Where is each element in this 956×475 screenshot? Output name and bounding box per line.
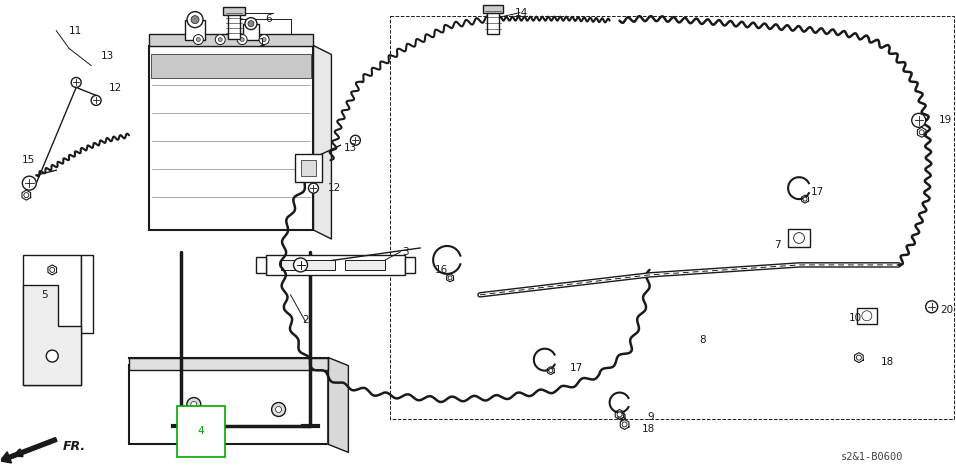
Circle shape — [24, 193, 29, 198]
Text: 11: 11 — [69, 26, 82, 36]
Circle shape — [193, 35, 204, 45]
Text: 19: 19 — [939, 115, 952, 125]
Text: 16: 16 — [435, 265, 448, 275]
Text: 20: 20 — [941, 305, 954, 315]
Circle shape — [215, 35, 226, 45]
Text: 18: 18 — [880, 357, 894, 367]
Text: FR.: FR. — [63, 440, 86, 453]
Circle shape — [186, 398, 201, 411]
Bar — [857, 308, 877, 324]
Circle shape — [272, 402, 286, 417]
Bar — [345, 260, 385, 270]
Bar — [129, 365, 329, 445]
Bar — [294, 154, 322, 182]
Text: 2: 2 — [302, 315, 309, 325]
Circle shape — [857, 355, 861, 360]
Bar — [255, 257, 266, 273]
Text: 17: 17 — [811, 187, 824, 197]
Text: 12: 12 — [328, 183, 340, 193]
Polygon shape — [314, 46, 332, 239]
Text: 5: 5 — [41, 290, 48, 300]
Circle shape — [351, 135, 360, 145]
Text: 13: 13 — [101, 50, 115, 60]
Polygon shape — [329, 358, 348, 452]
Bar — [280, 260, 336, 270]
Bar — [487, 6, 499, 34]
Circle shape — [862, 311, 872, 321]
Text: 17: 17 — [570, 362, 583, 372]
Text: s2&1-B0600: s2&1-B0600 — [840, 452, 903, 462]
Text: 13: 13 — [343, 143, 357, 153]
Polygon shape — [23, 285, 81, 385]
Circle shape — [91, 95, 101, 105]
Circle shape — [240, 38, 244, 42]
Bar — [129, 358, 329, 370]
Bar — [223, 7, 245, 15]
Circle shape — [793, 233, 804, 243]
FancyArrow shape — [0, 437, 57, 463]
Circle shape — [925, 301, 938, 313]
Bar — [149, 34, 314, 46]
Circle shape — [309, 183, 318, 193]
Circle shape — [275, 407, 282, 412]
Bar — [788, 229, 810, 247]
Text: 9: 9 — [647, 412, 654, 422]
Circle shape — [187, 12, 203, 28]
Circle shape — [622, 422, 627, 427]
Circle shape — [50, 267, 54, 272]
Circle shape — [259, 35, 269, 45]
Text: 3: 3 — [402, 247, 409, 257]
Circle shape — [245, 18, 257, 29]
Bar — [243, 24, 259, 39]
Text: 18: 18 — [641, 425, 655, 435]
Bar — [23, 255, 81, 385]
Circle shape — [71, 77, 81, 87]
Circle shape — [617, 412, 622, 417]
Circle shape — [196, 38, 201, 42]
Bar — [266, 255, 405, 275]
Circle shape — [293, 258, 308, 272]
Circle shape — [237, 35, 248, 45]
Text: 7: 7 — [774, 240, 781, 250]
Bar — [149, 46, 314, 230]
Circle shape — [549, 369, 553, 372]
Bar — [81, 255, 93, 332]
Circle shape — [448, 276, 452, 280]
Text: 4: 4 — [198, 427, 205, 437]
Circle shape — [218, 38, 222, 42]
Text: 14: 14 — [515, 8, 528, 18]
Circle shape — [22, 176, 36, 190]
Text: 6: 6 — [266, 14, 272, 24]
Circle shape — [803, 197, 807, 201]
Text: 10: 10 — [849, 313, 862, 323]
Circle shape — [46, 350, 58, 362]
Bar — [151, 54, 312, 78]
Circle shape — [262, 38, 266, 42]
Bar — [185, 19, 205, 39]
Bar — [300, 160, 316, 176]
Circle shape — [619, 415, 623, 418]
Text: 8: 8 — [700, 335, 706, 345]
Circle shape — [248, 20, 254, 27]
Text: 15: 15 — [21, 155, 34, 165]
Text: 12: 12 — [109, 84, 122, 94]
Bar — [483, 5, 503, 13]
Bar — [405, 257, 415, 273]
Circle shape — [920, 130, 924, 135]
Circle shape — [191, 16, 199, 24]
Bar — [228, 9, 240, 38]
Circle shape — [912, 114, 925, 127]
Text: 1: 1 — [259, 38, 265, 48]
Circle shape — [191, 401, 197, 408]
